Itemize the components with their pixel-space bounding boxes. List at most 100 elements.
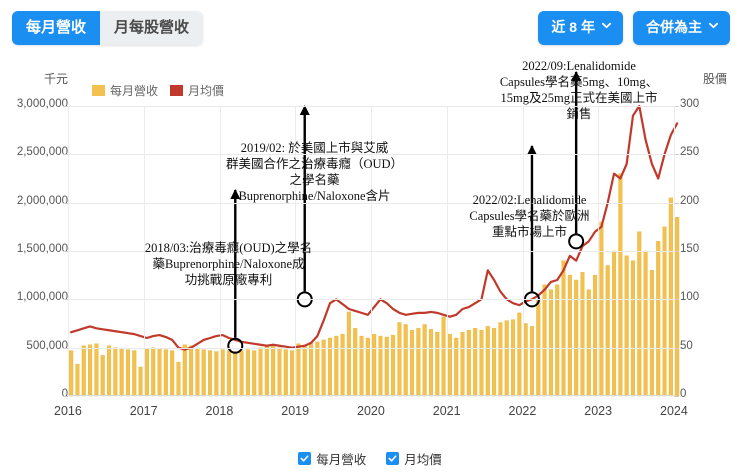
bar[interactable] [428, 329, 434, 397]
bar[interactable] [504, 320, 509, 397]
bar[interactable] [302, 345, 307, 397]
bar[interactable] [340, 333, 345, 397]
bar[interactable] [321, 339, 326, 397]
bar[interactable] [220, 349, 225, 397]
bar[interactable] [542, 284, 547, 397]
bar[interactable] [277, 347, 282, 397]
bar[interactable] [378, 335, 383, 397]
bar[interactable] [189, 345, 194, 397]
bar[interactable] [334, 335, 339, 397]
bar[interactable] [593, 274, 598, 397]
bar[interactable] [119, 348, 124, 397]
bar[interactable] [290, 350, 295, 397]
bar[interactable] [485, 326, 490, 397]
bar[interactable] [391, 334, 396, 397]
bar[interactable] [327, 337, 333, 397]
bar[interactable] [170, 350, 175, 397]
bar[interactable] [618, 173, 623, 397]
bar[interactable] [271, 345, 276, 397]
bar[interactable] [523, 323, 528, 397]
dropdown-report-type[interactable]: 合併為主 [633, 11, 730, 45]
bar[interactable] [107, 345, 112, 397]
bar[interactable] [517, 312, 522, 397]
bar[interactable] [233, 351, 238, 397]
price-line[interactable] [70, 104, 679, 351]
bar[interactable] [113, 347, 118, 397]
bar[interactable] [498, 322, 503, 397]
bar[interactable] [132, 350, 137, 397]
bar[interactable] [245, 349, 250, 397]
bar[interactable] [100, 355, 105, 397]
bar[interactable] [315, 341, 320, 397]
legend-toggle-price[interactable]: 月均價 [386, 449, 442, 468]
bar[interactable] [561, 260, 566, 397]
bar[interactable] [422, 324, 427, 397]
bar[interactable] [586, 289, 591, 397]
bar[interactable] [624, 255, 629, 397]
bar[interactable] [492, 328, 497, 397]
bar[interactable] [511, 319, 516, 397]
bar[interactable] [403, 324, 408, 397]
bar[interactable] [473, 328, 478, 397]
bar[interactable] [466, 330, 471, 397]
bar[interactable] [447, 333, 452, 397]
bar[interactable] [662, 226, 667, 397]
bar[interactable] [605, 265, 610, 397]
bar[interactable] [416, 328, 421, 397]
bar[interactable] [529, 326, 535, 397]
bar[interactable] [94, 343, 99, 397]
bar[interactable] [157, 348, 162, 397]
bar[interactable] [151, 347, 156, 397]
bar[interactable] [201, 349, 206, 397]
bar[interactable] [214, 351, 219, 397]
bar[interactable] [441, 316, 446, 397]
tab-monthly-eps[interactable]: 月每股營收 [100, 11, 204, 45]
bar[interactable] [239, 350, 244, 397]
bar[interactable] [144, 348, 149, 397]
bar[interactable] [207, 350, 213, 397]
bar[interactable] [346, 311, 351, 397]
bar[interactable] [75, 363, 80, 397]
bar[interactable] [384, 336, 389, 397]
bar[interactable] [668, 197, 673, 397]
bar[interactable] [365, 337, 370, 397]
legend-toggle-revenue[interactable]: 每月營收 [298, 449, 366, 468]
bar[interactable] [599, 221, 604, 397]
bar[interactable] [479, 330, 484, 397]
bar[interactable] [163, 349, 168, 397]
bar[interactable] [612, 250, 617, 397]
bar[interactable] [138, 366, 143, 397]
bar[interactable] [359, 335, 364, 397]
dropdown-period[interactable]: 近 8 年 [538, 11, 623, 45]
bar[interactable] [283, 349, 288, 397]
bar[interactable] [656, 241, 661, 397]
bar[interactable] [69, 350, 74, 397]
tab-monthly-revenue[interactable]: 每月營收 [12, 11, 101, 45]
bar[interactable] [649, 270, 654, 397]
checkbox-revenue[interactable] [298, 452, 312, 465]
bar[interactable] [397, 322, 402, 397]
bar[interactable] [574, 279, 579, 397]
bar[interactable] [580, 272, 585, 397]
bar[interactable] [88, 344, 93, 397]
bar[interactable] [372, 333, 377, 397]
checkbox-price[interactable] [386, 452, 400, 465]
bar[interactable] [460, 331, 465, 397]
bar[interactable] [296, 343, 301, 397]
bar[interactable] [226, 350, 231, 397]
bar[interactable] [81, 345, 86, 397]
bar[interactable] [308, 342, 314, 397]
bar[interactable] [548, 289, 553, 397]
bar[interactable] [176, 361, 181, 397]
bar[interactable] [643, 250, 648, 397]
bar[interactable] [567, 274, 572, 397]
bar[interactable] [353, 328, 358, 397]
bar[interactable] [454, 337, 459, 397]
bar[interactable] [555, 284, 560, 397]
bar[interactable] [435, 331, 440, 397]
bar[interactable] [675, 216, 680, 397]
bar[interactable] [125, 349, 130, 397]
bar[interactable] [252, 350, 257, 397]
bar[interactable] [410, 330, 415, 397]
bar[interactable] [264, 344, 269, 397]
